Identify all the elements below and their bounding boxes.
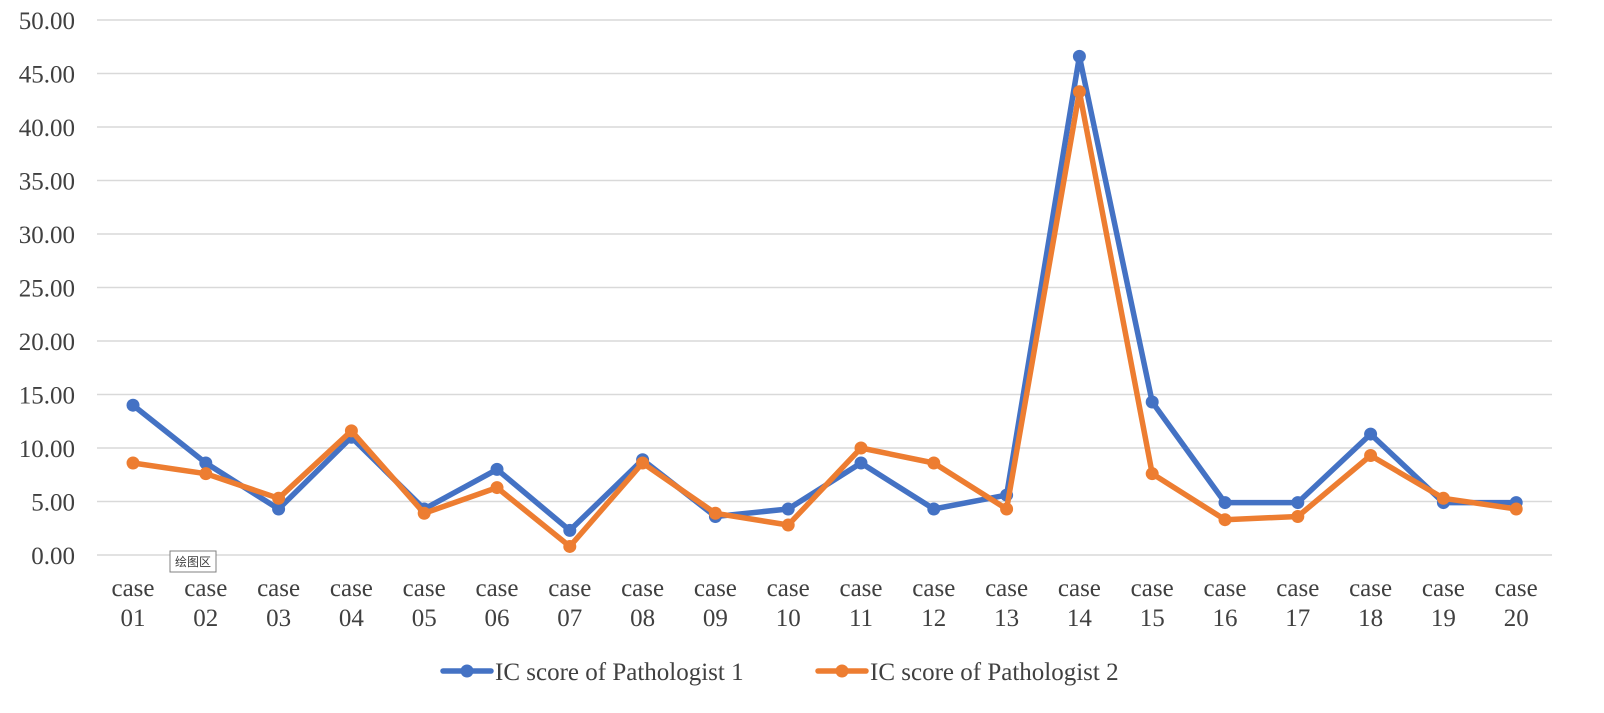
y-tick-label: 40.00 [19, 115, 75, 142]
x-tick-label: case 10 [767, 575, 810, 632]
series-lines [126, 49, 1523, 553]
x-tick-label: case 03 [257, 575, 300, 632]
data-point [1509, 502, 1523, 516]
data-point [1364, 448, 1378, 462]
x-tick-label: case 04 [330, 575, 373, 632]
data-point [490, 481, 504, 495]
series-2 [126, 85, 1523, 553]
y-tick-label: 15.00 [19, 383, 75, 410]
x-tick-label: case 09 [694, 575, 737, 632]
data-point [199, 467, 213, 481]
data-point [1072, 49, 1086, 63]
x-tick-label: case 20 [1495, 575, 1538, 632]
data-point [927, 456, 941, 470]
data-point [636, 456, 650, 470]
x-tick-label: case 16 [1203, 575, 1246, 632]
x-tick-label: case 08 [621, 575, 664, 632]
data-point [563, 523, 577, 537]
data-point [781, 502, 795, 516]
data-point [1291, 496, 1305, 510]
legend-label: IC score of Pathologist 2 [870, 659, 1119, 686]
y-tick-label: 30.00 [19, 222, 75, 249]
y-tick-label: 5.00 [31, 490, 75, 517]
tooltip-label: 绘图区 [175, 554, 211, 569]
y-tick-label: 45.00 [19, 62, 75, 89]
x-tick-label: case 18 [1349, 575, 1392, 632]
x-tick-label: case 14 [1058, 575, 1101, 632]
y-axis-ticks: 0.00 5.00 10.00 15.00 20.00 25.00 30.00 35.00 40… [19, 8, 75, 570]
x-tick-label: case 13 [985, 575, 1028, 632]
legend-item: IC score of Pathologist 1 [440, 659, 744, 686]
data-point [1436, 491, 1450, 505]
x-tick-label: case 02 [184, 575, 227, 632]
data-point [854, 456, 868, 470]
plot-area-tooltip: 绘图区 [169, 550, 217, 573]
data-point [1145, 467, 1159, 481]
data-point [344, 424, 358, 438]
data-point [854, 441, 868, 455]
data-point [1072, 85, 1086, 99]
tooltip-frame [169, 550, 217, 573]
data-point [1145, 395, 1159, 409]
data-point [1364, 427, 1378, 441]
data-point [272, 502, 286, 516]
data-point [126, 456, 140, 470]
x-tick-label: case 01 [111, 575, 154, 632]
legend: IC score of Pathologist 1 IC score of Pat… [440, 659, 1119, 686]
data-point [708, 506, 722, 520]
x-tick-label: case 19 [1422, 575, 1465, 632]
data-point [1000, 502, 1014, 516]
data-point [490, 462, 504, 476]
x-tick-label: case 17 [1276, 575, 1319, 632]
x-tick-label: case 15 [1131, 575, 1174, 632]
y-tick-label: 10.00 [19, 436, 75, 463]
x-axis-ticks: case 01 case 02 case 03 case 04 case 05 case 06 case… [111, 575, 1537, 632]
data-point [1291, 509, 1305, 523]
x-tick-label: case 05 [403, 575, 446, 632]
x-tick-label: case 06 [475, 575, 518, 632]
y-tick-label: 0.00 [31, 543, 75, 570]
data-point [781, 518, 795, 532]
data-point [126, 398, 140, 412]
data-point [563, 539, 577, 553]
x-tick-label: case 12 [912, 575, 955, 632]
legend-label: IC score of Pathologist 1 [495, 659, 744, 686]
y-tick-label: 25.00 [19, 276, 75, 303]
data-point [417, 506, 431, 520]
series-line [130, 88, 1519, 550]
legend-swatch-marker [835, 664, 849, 678]
data-point [927, 502, 941, 516]
y-tick-label: 50.00 [19, 8, 75, 35]
legend-swatch-marker [460, 664, 474, 678]
legend-item: IC score of Pathologist 2 [815, 659, 1119, 686]
y-tick-label: 35.00 [19, 169, 75, 196]
data-point [272, 491, 286, 505]
data-point [199, 456, 213, 470]
y-tick-label: 20.00 [19, 329, 75, 356]
x-tick-label: case 11 [839, 575, 882, 632]
data-point [1218, 496, 1232, 510]
series-1 [126, 49, 1523, 537]
x-tick-label: case 07 [548, 575, 591, 632]
data-point [1218, 513, 1232, 527]
